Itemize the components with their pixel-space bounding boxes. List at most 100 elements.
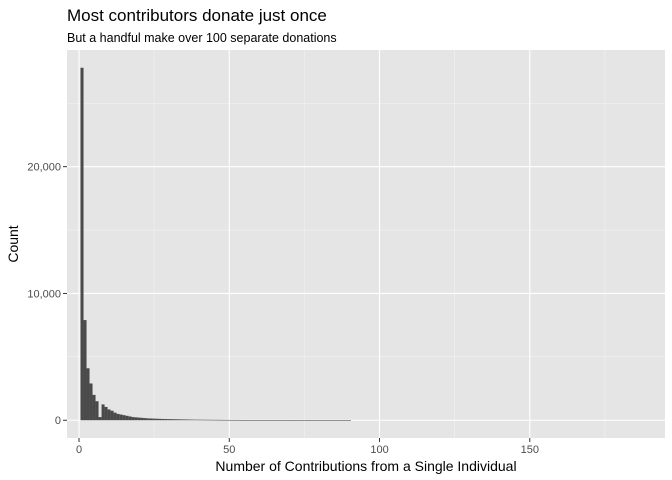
plot-panel <box>67 50 665 438</box>
histogram-bar <box>293 420 297 421</box>
histogram-bar <box>128 416 132 421</box>
y-axis-ticks: 0 10,000 20,000 <box>27 162 67 427</box>
histogram-bar <box>134 417 138 421</box>
histogram-bar <box>266 420 270 421</box>
histogram-bar <box>302 420 306 421</box>
histogram-bar <box>167 419 171 421</box>
histogram-bar <box>170 419 174 421</box>
histogram-bar <box>161 418 165 421</box>
histogram-bar <box>155 418 159 421</box>
histogram-bar <box>158 418 162 421</box>
histogram-bar <box>257 420 261 421</box>
histogram-bar <box>107 409 111 421</box>
histogram-bar <box>212 419 216 421</box>
histogram-bar <box>284 420 288 421</box>
histogram-bar <box>185 419 189 421</box>
histogram-bar <box>239 419 243 421</box>
histogram-bar <box>125 415 129 421</box>
histogram-bar <box>179 419 183 421</box>
histogram-bar <box>86 368 90 421</box>
histogram-bar <box>221 419 225 421</box>
histogram-bar <box>218 419 222 421</box>
histogram-bar <box>329 420 333 421</box>
histogram-bar <box>104 406 108 421</box>
histogram-bar <box>224 419 228 421</box>
y-tick-label: 20,000 <box>27 162 61 174</box>
histogram-bar <box>122 415 126 421</box>
histogram-bar <box>191 419 195 421</box>
chart-title: Most contributors donate just once <box>67 6 327 25</box>
histogram-bar <box>251 420 255 421</box>
histogram-bar <box>335 420 339 421</box>
histogram-bar <box>326 420 330 421</box>
histogram-bar <box>260 420 264 421</box>
histogram-bars <box>80 67 351 421</box>
histogram-bar <box>95 401 99 421</box>
y-tick-label: 0 <box>55 415 61 427</box>
histogram-bar <box>137 417 141 421</box>
histogram-bar <box>272 420 276 421</box>
histogram-bar <box>116 413 120 421</box>
y-axis-title: Count <box>5 225 21 262</box>
histogram-bar <box>206 419 210 421</box>
histogram-bar <box>200 419 204 421</box>
histogram-bar <box>113 412 117 421</box>
histogram-bar <box>296 420 300 421</box>
x-tick-label: 0 <box>76 444 82 456</box>
histogram-bar <box>182 419 186 421</box>
histogram-bar <box>242 419 246 421</box>
histogram-bar <box>188 419 192 421</box>
histogram-bar <box>275 420 279 421</box>
histogram-bar <box>83 320 87 421</box>
histogram-bar <box>263 420 267 421</box>
histogram-bar <box>281 420 285 421</box>
histogram-bar <box>236 419 240 421</box>
histogram-bar <box>278 420 282 421</box>
histogram-bar <box>203 419 207 421</box>
histogram-bar <box>98 417 102 421</box>
x-axis-ticks: 0 50 100 150 <box>76 438 539 456</box>
x-tick-label: 150 <box>521 444 539 456</box>
histogram-bar <box>341 420 345 421</box>
histogram-bar <box>89 383 93 421</box>
histogram-bar <box>332 420 336 421</box>
histogram-bar <box>338 420 342 421</box>
histogram-bar <box>299 420 303 421</box>
histogram-bar <box>254 420 258 421</box>
histogram-bar <box>173 419 177 421</box>
histogram-bar <box>131 417 135 421</box>
histogram-bar <box>176 419 180 421</box>
histogram-bar <box>269 420 273 421</box>
histogram-bar <box>308 420 312 421</box>
histogram-bar <box>197 419 201 421</box>
histogram-bar <box>317 420 321 421</box>
histogram-bar <box>140 417 144 421</box>
histogram-bar <box>80 67 84 421</box>
histogram-bar <box>347 420 351 421</box>
histogram-bar <box>290 420 294 421</box>
histogram-bar <box>233 419 237 421</box>
histogram-bar <box>248 420 252 421</box>
histogram-bar <box>110 410 114 421</box>
histogram-bar <box>314 420 318 421</box>
histogram-bar <box>287 420 291 421</box>
histogram-bar <box>344 420 348 421</box>
histogram-bar <box>311 420 315 421</box>
x-tick-label: 100 <box>370 444 388 456</box>
histogram-bar <box>209 419 213 421</box>
histogram-bar <box>230 419 234 421</box>
histogram-bar <box>194 419 198 421</box>
histogram-bar <box>215 419 219 421</box>
minor-gridlines <box>67 50 665 438</box>
histogram-bar <box>164 419 168 421</box>
histogram-bar <box>227 419 231 421</box>
chart-subtitle: But a handful make over 100 separate don… <box>67 31 337 45</box>
histogram-bar <box>245 420 249 421</box>
y-tick-label: 10,000 <box>27 288 61 300</box>
histogram-bar <box>101 404 105 421</box>
histogram-bar <box>143 418 147 421</box>
histogram-bar <box>305 420 309 421</box>
histogram-bar <box>323 420 327 421</box>
histogram-bar <box>92 394 96 421</box>
